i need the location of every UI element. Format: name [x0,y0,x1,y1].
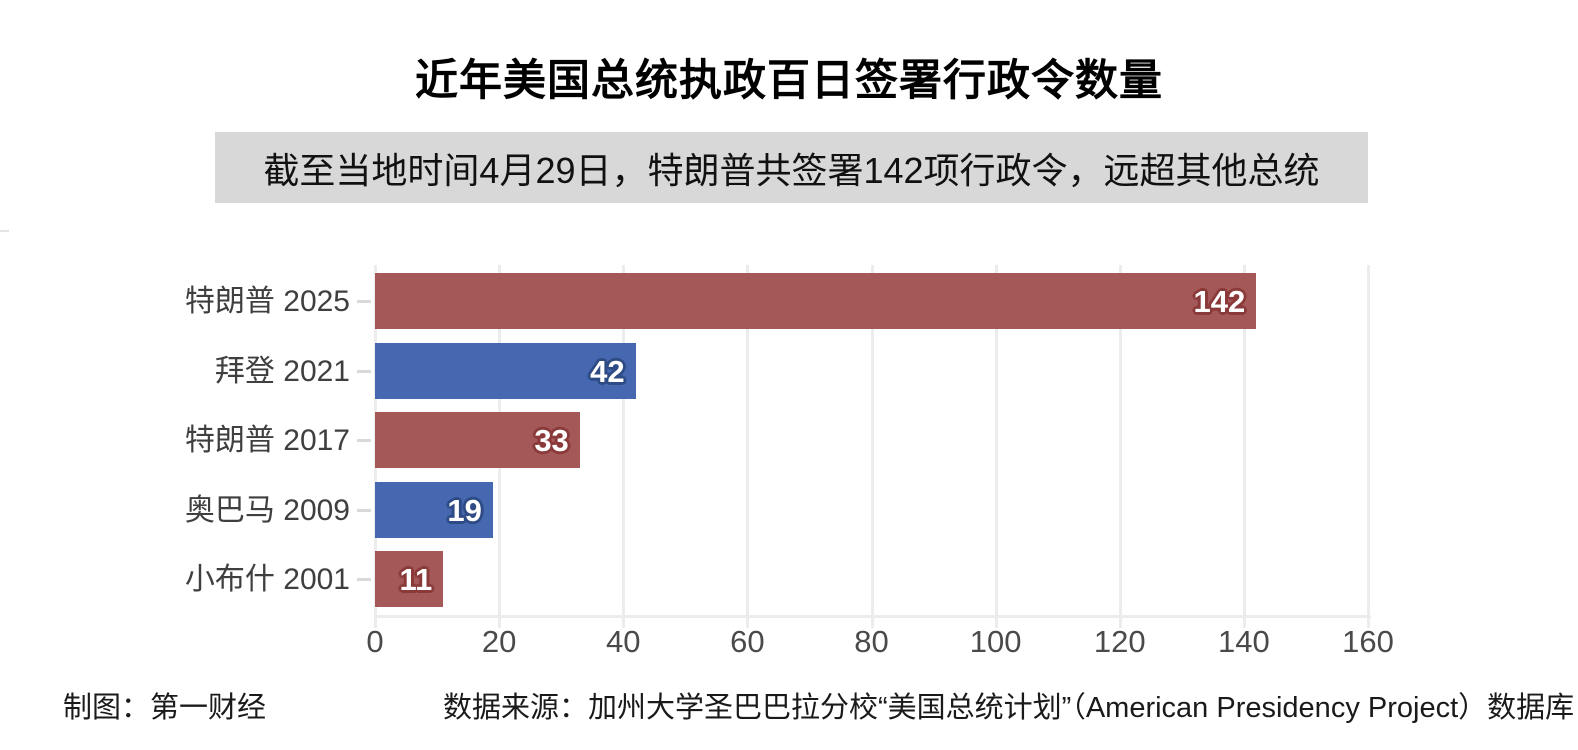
x-tick-label: 120 [1093,624,1146,659]
category-label: 拜登 2021 [214,355,350,388]
x-axis-line [375,615,1371,618]
category-label: 奥巴马 2009 [184,494,350,527]
chart-subtitle: 截至当地时间4月29日，特朗普共签署142项行政令，远超其他总统 [215,132,1368,203]
category-label: 特朗普 2025 [184,285,350,318]
bar-value-label: 142 [1193,284,1246,319]
gridline [870,265,874,628]
x-tick-label: 160 [1342,624,1394,659]
bar-value-label: 33 [534,423,569,458]
bar-小布什 2001: 11 [375,551,444,607]
gridline [622,265,626,628]
x-tick-label: 80 [854,624,889,659]
gridline [994,265,998,628]
category-tick [357,509,371,512]
x-tick-label: 60 [730,624,765,659]
x-tick-label: 140 [1218,624,1270,659]
bar-奥巴马 2009: 19 [375,482,493,538]
gridline [1118,265,1122,628]
x-tick-label: 20 [481,624,517,659]
bar-特朗普 2025: 142 [375,273,1257,329]
x-tick-label: 0 [366,624,384,659]
left-edge-divider [0,230,9,232]
gridline [1242,265,1246,628]
bar-拜登 2021: 42 [375,343,636,399]
footer-source: 数据来源：加州大学圣巴巴拉分校“美国总统计划”（American Preside… [443,692,1575,724]
bar-value-label: 11 [399,562,433,597]
category-tick [357,370,371,373]
category-tick [357,439,371,442]
bar-value-label: 19 [447,493,482,528]
category-label: 特朗普 2017 [184,424,350,457]
bar-value-label: 42 [590,354,625,389]
footer-credit: 制图：第一财经 [63,692,267,724]
category-label: 小布什 2001 [184,563,350,596]
plot-area: 142 42 33 19 11 [374,265,1370,628]
gridline [746,265,750,628]
x-tick-label: 100 [969,624,1022,659]
category-tick [357,300,371,303]
gridline [1367,265,1370,628]
chart-title: 近年美国总统执政百日签署行政令数量 [415,57,1163,105]
footer: 制图：第一财经 数据来源：加州大学圣巴巴拉分校“美国总统计划”（American… [0,684,1578,724]
bar-特朗普 2017: 33 [375,412,580,468]
category-tick [357,578,371,581]
x-tick-label: 40 [606,624,641,659]
